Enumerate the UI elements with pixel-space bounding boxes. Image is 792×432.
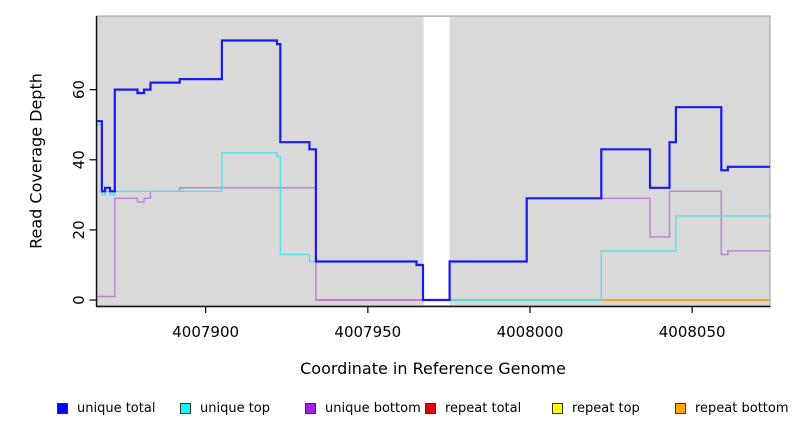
x-tick-label: 4007950 bbox=[334, 323, 401, 341]
y-axis-title: Read Coverage Depth bbox=[26, 73, 46, 249]
y-tick-label: 40 bbox=[70, 150, 88, 169]
x-tick-label: 4008000 bbox=[497, 323, 564, 341]
y-tick-label: 60 bbox=[70, 80, 88, 99]
no-data-gap bbox=[423, 17, 450, 305]
x-axis-title: Coordinate in Reference Genome bbox=[300, 359, 566, 378]
x-tick-label: 4008050 bbox=[659, 323, 726, 341]
y-tick-label: 0 bbox=[70, 295, 88, 305]
series-unique-bottom bbox=[97, 187, 770, 301]
y-tick-label: 20 bbox=[70, 220, 88, 239]
series-unique-total bbox=[97, 39, 770, 302]
x-tick-label: 4007900 bbox=[172, 323, 239, 341]
